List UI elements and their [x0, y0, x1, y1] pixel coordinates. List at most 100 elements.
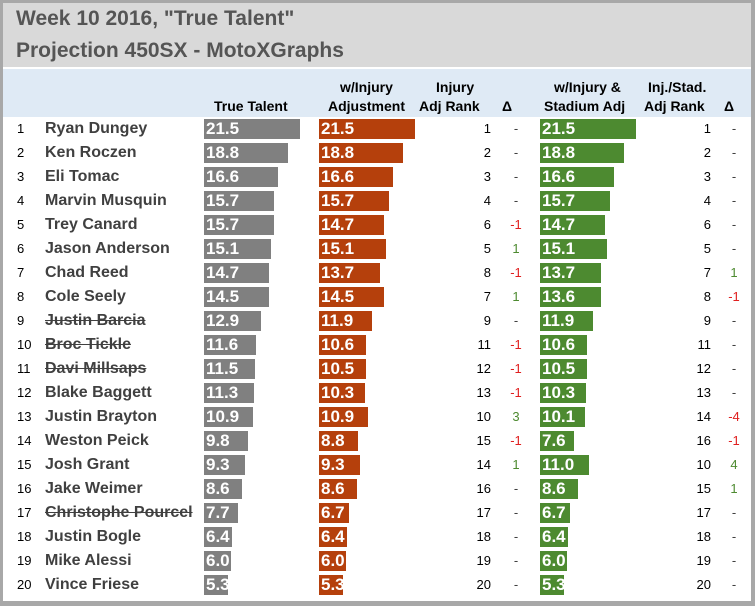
table-row: 20 Vince Friese 5.3 5.3 20 - 5.3 20 -	[3, 573, 751, 597]
rider-name: Mike Alessi	[45, 552, 132, 569]
stadium-adj-value: 14.7	[542, 215, 576, 234]
injury-adj-bar	[319, 239, 386, 259]
delta-2-cell: 1	[730, 265, 738, 280]
true-talent-value: 11.3	[206, 383, 239, 402]
injury-rank-cell: 6	[483, 217, 491, 232]
injury-adj-bar	[319, 215, 384, 235]
header-delta-1: Δ	[502, 98, 513, 114]
header-true-talent: True Talent	[214, 98, 288, 114]
injury-adj-value: 8.6	[321, 479, 345, 498]
injury-rank-cell: 8	[483, 265, 491, 280]
delta-2-cell: -	[731, 145, 737, 160]
header-injury-adj-line2: Adjustment	[328, 98, 405, 114]
injury-rank-cell: 16	[476, 481, 491, 496]
true-talent-bar	[204, 215, 274, 235]
rank-cell: 16	[17, 481, 32, 496]
injury-adj-value: 10.5	[321, 359, 355, 378]
chart-subtitle: Projection 450SX - MotoXGraphs	[16, 39, 344, 62]
true-talent-bar	[204, 455, 245, 475]
table-row: 17 Christophe Pourcel 7.7 6.7 17 - 6.7 17 -	[3, 501, 751, 525]
delta-1-cell: -1	[510, 337, 522, 352]
delta-1-cell: -	[513, 193, 519, 208]
rider-name: Justin Brayton	[45, 408, 158, 425]
injury-rank-cell: 7	[483, 289, 491, 304]
delta-2-cell: -	[731, 505, 737, 520]
true-talent-value: 14.5	[206, 287, 240, 306]
column-header-band: True Talent w/Injury Adjustment Injury A…	[3, 69, 751, 117]
true-talent-value: 10.9	[206, 407, 240, 426]
delta-1-cell: 1	[512, 457, 520, 472]
injury-adj-bar	[319, 479, 357, 499]
rank-cell: 8	[17, 289, 25, 304]
rider-name: Justin Bogle	[45, 528, 142, 545]
injury-adj-bar	[319, 335, 366, 355]
delta-1-cell: -	[513, 169, 519, 184]
stadium-rank-cell: 15	[696, 481, 711, 496]
true-talent-bar	[204, 551, 231, 571]
rider-name: Justin Barcia	[45, 312, 146, 329]
true-talent-bar	[204, 575, 228, 595]
stadium-adj-bar	[540, 335, 587, 355]
true-talent-value: 14.7	[206, 263, 240, 282]
true-talent-bar	[204, 335, 256, 355]
injury-adj-bar	[319, 407, 368, 427]
injury-adj-bar	[319, 575, 343, 595]
injury-adj-value: 13.7	[321, 263, 355, 282]
stadium-adj-value: 6.4	[542, 527, 566, 546]
rank-cell: 20	[17, 577, 32, 592]
stadium-rank-cell: 2	[703, 145, 711, 160]
true-talent-value: 18.8	[206, 143, 240, 162]
delta-2-cell: -	[731, 529, 737, 544]
header-injury-adj-line1: w/Injury	[340, 79, 393, 95]
delta-2-cell: -	[731, 577, 737, 592]
stadium-adj-value: 10.1	[542, 407, 576, 426]
true-talent-bar	[204, 239, 271, 259]
true-talent-value: 11.6	[206, 335, 239, 354]
injury-adj-bar	[319, 431, 358, 451]
true-talent-bar	[204, 167, 278, 187]
stadium-adj-value: 11.9	[542, 311, 575, 330]
injury-adj-bar	[319, 287, 384, 307]
delta-1-cell: -1	[510, 265, 522, 280]
stadium-rank-cell: 4	[703, 193, 711, 208]
true-talent-value: 9.8	[206, 431, 230, 450]
stadium-rank-cell: 20	[696, 577, 711, 592]
header-stadium-rank-line1: Inj./Stad.	[648, 79, 707, 95]
stadium-adj-value: 21.5	[542, 119, 576, 138]
table-row: 19 Mike Alessi 6.0 6.0 19 - 6.0 19 -	[3, 549, 751, 573]
true-talent-value: 15.1	[206, 239, 240, 258]
delta-1-cell: -	[513, 313, 519, 328]
injury-adj-value: 8.8	[321, 431, 345, 450]
rank-cell: 17	[17, 505, 32, 520]
delta-2-cell: -	[731, 169, 737, 184]
stadium-adj-value: 10.3	[542, 383, 576, 402]
stadium-adj-bar	[540, 191, 610, 211]
stadium-adj-bar	[540, 383, 586, 403]
table-row: 3 Eli Tomac 16.6 16.6 3 - 16.6 3 -	[3, 165, 751, 189]
rider-name: Cole Seely	[45, 288, 126, 305]
delta-1-cell: -1	[510, 361, 522, 376]
delta-2-cell: -4	[728, 409, 740, 424]
injury-rank-cell: 19	[476, 553, 491, 568]
rank-cell: 15	[17, 457, 32, 472]
stadium-rank-cell: 8	[703, 289, 711, 304]
table-row: 6 Jason Anderson 15.1 15.1 5 1 15.1 5 -	[3, 237, 751, 261]
true-talent-value: 8.6	[206, 479, 230, 498]
rider-name: Weston Peick	[45, 432, 149, 449]
injury-adj-value: 16.6	[321, 167, 355, 186]
header-injury-rank-line2: Adj Rank	[419, 98, 480, 114]
injury-adj-bar	[319, 455, 360, 475]
stadium-adj-bar	[540, 263, 601, 283]
injury-rank-cell: 5	[483, 241, 491, 256]
stadium-adj-value: 6.0	[542, 551, 566, 570]
injury-rank-cell: 18	[476, 529, 491, 544]
injury-adj-bar	[319, 527, 347, 547]
delta-2-cell: 1	[730, 481, 738, 496]
stadium-adj-bar	[540, 359, 587, 379]
true-talent-bar	[204, 503, 238, 523]
delta-1-cell: -	[513, 481, 519, 496]
true-talent-bar	[204, 527, 232, 547]
delta-2-cell: -1	[728, 289, 740, 304]
stadium-rank-cell: 5	[703, 241, 711, 256]
delta-1-cell: -1	[510, 433, 522, 448]
